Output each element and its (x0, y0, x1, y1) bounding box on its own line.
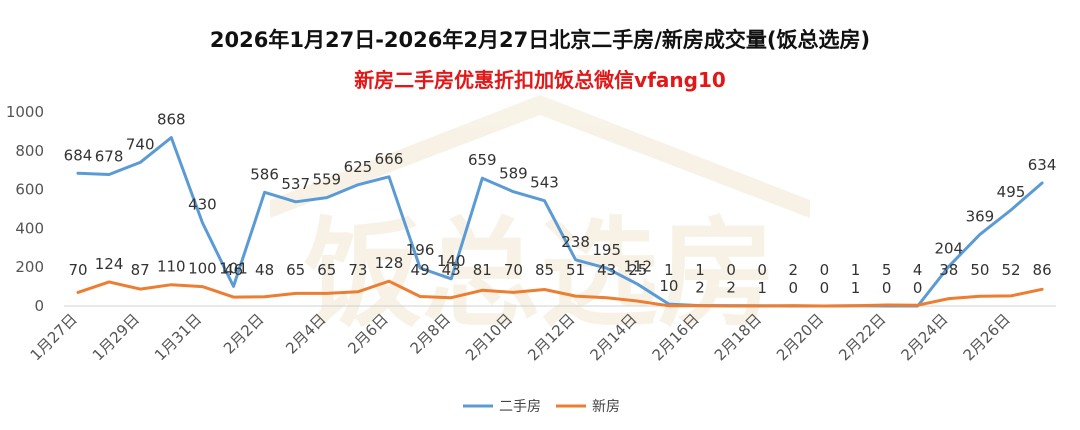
x-tick-label: 2月26日 (960, 310, 1014, 364)
legend-label-1: 新房 (592, 399, 620, 415)
data-label-series-1: 65 (286, 261, 305, 279)
data-label-series-0: 0 (882, 279, 892, 297)
data-label-series-1: 48 (255, 261, 274, 279)
chart-subtitle: 新房二手房优惠折扣加饭总微信vfang10 (354, 68, 726, 92)
data-label-series-1: 52 (1001, 261, 1020, 279)
data-label-series-0: 684 (64, 146, 93, 164)
data-label-series-0: 495 (997, 183, 1026, 201)
data-label-series-0: 659 (468, 151, 497, 169)
data-label-series-0: 10 (659, 277, 678, 295)
x-tick-label: 1月29日 (89, 310, 143, 364)
data-label-series-0: 196 (406, 241, 435, 259)
series-lines (76, 136, 1044, 308)
data-label-series-0: 204 (934, 239, 963, 257)
data-label-series-0: 868 (157, 111, 186, 129)
y-tick-label: 200 (15, 258, 44, 276)
data-label-series-1: 0 (757, 261, 767, 279)
data-label-series-1: 1 (851, 261, 861, 279)
data-label-series-0: 589 (499, 165, 528, 183)
x-tick-label: 2月22日 (835, 310, 889, 364)
y-tick-label: 600 (15, 181, 44, 199)
data-label-series-0: 559 (312, 171, 341, 189)
data-label-series-0: 2 (726, 279, 736, 297)
data-label-series-1: 46 (224, 261, 243, 279)
data-label-series-0: 101 (219, 259, 248, 277)
data-label-series-1: 86 (1033, 261, 1052, 279)
y-tick-label: 800 (15, 142, 44, 160)
legend-label-0: 二手房 (499, 399, 541, 415)
data-label-series-0: 2 (695, 279, 705, 297)
data-label-series-1: 49 (411, 261, 430, 279)
chart-title: 2026年1月27日-2026年2月27日北京二手房/新房成交量(饭总选房) (209, 28, 871, 52)
watermark-text: 饭总选房 (304, 205, 776, 343)
y-tick-label: 1000 (6, 103, 44, 121)
data-label-series-1: 65 (317, 261, 336, 279)
data-label-series-1: 4 (913, 261, 923, 279)
watermark: 饭总选房 (270, 95, 810, 343)
legend: 二手房 新房 (463, 399, 620, 415)
data-label-series-0: 537 (281, 175, 310, 193)
data-label-series-0: 112 (623, 257, 652, 275)
x-tick-label: 1月27日 (27, 310, 81, 364)
x-tick-label: 2月24日 (897, 310, 951, 364)
data-label-series-0: 430 (188, 196, 217, 214)
data-label-series-0: 369 (966, 207, 995, 225)
data-label-series-0: 0 (789, 279, 799, 297)
data-label-series-1: 1 (664, 261, 674, 279)
data-label-series-0: 0 (820, 279, 830, 297)
data-label-series-1: 2 (789, 261, 799, 279)
data-label-series-1: 81 (473, 261, 492, 279)
data-label-series-1: 38 (939, 261, 958, 279)
y-tick-label: 400 (15, 219, 44, 237)
data-label-series-0: 634 (1028, 156, 1057, 174)
data-label-series-1: 85 (535, 261, 554, 279)
data-label-series-1: 73 (348, 261, 367, 279)
data-label-series-0: 740 (126, 135, 155, 153)
data-label-series-0: 586 (250, 165, 279, 183)
data-label-series-0: 140 (437, 252, 466, 270)
data-label-series-0: 678 (95, 147, 124, 165)
data-label-series-1: 87 (131, 261, 150, 279)
data-label-series-1: 124 (95, 255, 124, 273)
data-label-series-1: 51 (566, 261, 585, 279)
data-label-series-1: 43 (442, 261, 461, 279)
data-label-series-0: 195 (592, 241, 621, 259)
data-label-series-0: 543 (530, 174, 559, 192)
data-label-series-1: 0 (726, 261, 736, 279)
data-label-series-0: 625 (344, 158, 373, 176)
x-tick-label: 1月31日 (151, 310, 205, 364)
y-axis: 0 200 400 600 800 1000 (6, 103, 44, 315)
data-label-series-0: 1 (757, 279, 767, 297)
data-label-series-0: 0 (913, 279, 923, 297)
data-label-series-1: 5 (882, 261, 892, 279)
data-label-series-1: 110 (157, 258, 186, 276)
y-tick-label: 0 (34, 297, 44, 315)
data-label-series-0: 238 (561, 233, 590, 251)
data-label-series-1: 100 (188, 260, 217, 278)
data-label-series-1: 50 (970, 261, 989, 279)
data-label-series-1: 0 (820, 261, 830, 279)
data-label-series-1: 70 (68, 261, 87, 279)
data-label-series-1: 1 (695, 261, 705, 279)
data-label-series-1: 25 (628, 261, 647, 279)
x-tick-label: 2月20日 (773, 310, 827, 364)
data-label-series-1: 128 (375, 254, 404, 272)
data-label-series-0: 1 (851, 279, 861, 297)
series-line-1 (76, 279, 1044, 308)
data-label-series-1: 43 (597, 261, 616, 279)
data-label-series-0: 666 (375, 150, 404, 168)
data-label-series-1: 70 (504, 261, 523, 279)
x-tick-label: 2月2日 (220, 310, 267, 357)
